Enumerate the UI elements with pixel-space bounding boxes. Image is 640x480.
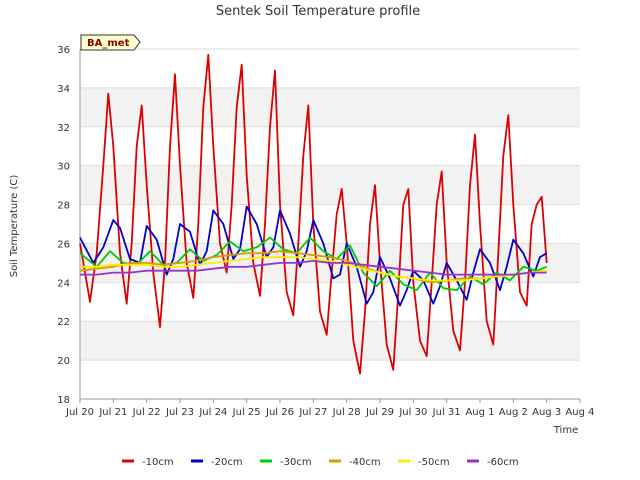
x-tick-label: Jul 24 — [198, 407, 227, 418]
y-tick-label: 22 — [57, 317, 70, 328]
x-tick-label: Jul 27 — [298, 407, 327, 418]
y-tick-label: 32 — [57, 123, 70, 134]
y-tick-label: 30 — [57, 162, 70, 173]
series-line-minus-40cm — [79, 250, 547, 284]
x-tick-label: Jul 21 — [98, 407, 127, 418]
x-tick-label: Aug 1 — [465, 407, 494, 418]
series-lines — [79, 53, 548, 375]
x-tick-labels: Jul 20 Jul 21 Jul 22 Jul 23 Jul 24 Jul 25 Jul … — [65, 399, 595, 418]
y-tick-label: 28 — [57, 201, 70, 212]
legend-label: -60cm — [487, 457, 519, 468]
y-tick-labels: 18 20 22 24 26 28 30 32 34 36 — [57, 45, 70, 406]
y-tick-label: 20 — [57, 356, 70, 367]
legend-label: -30cm — [280, 457, 312, 468]
plot-band — [80, 360, 580, 399]
x-tick-label: Jul 23 — [165, 407, 194, 418]
legend-label: -10cm — [142, 457, 174, 468]
plot-band — [80, 49, 580, 88]
y-tick-label: 36 — [57, 45, 70, 56]
legend-label: -40cm — [349, 457, 381, 468]
x-tick-label: Aug 2 — [499, 407, 528, 418]
station-badge-label: BA_met — [87, 38, 130, 49]
x-tick-label: Jul 26 — [265, 407, 294, 418]
x-tick-label: Jul 20 — [65, 407, 94, 418]
x-tick-label: Jul 31 — [432, 407, 461, 418]
y-tick-label: 26 — [57, 239, 70, 250]
plot-band — [80, 87, 580, 127]
x-tick-label: Jul 22 — [132, 407, 161, 418]
x-axis-label: Time — [553, 425, 578, 436]
legend-label: -20cm — [211, 457, 243, 468]
y-tick-label: 24 — [57, 278, 70, 289]
x-tick-label: Jul 30 — [398, 407, 427, 418]
plot-band — [80, 204, 580, 244]
legend-label: -50cm — [418, 457, 450, 468]
x-tick-label: Jul 28 — [332, 407, 361, 418]
x-tick-label: Jul 25 — [232, 407, 261, 418]
axes — [79, 49, 580, 400]
plot-band — [80, 321, 580, 361]
station-badge: BA_met — [80, 34, 141, 51]
x-tick-label: Jul 29 — [365, 407, 394, 418]
y-tick-label: 34 — [57, 84, 70, 95]
chart-title: Sentek Soil Temperature profile — [216, 4, 420, 19]
x-tick-label: Aug 3 — [532, 407, 561, 418]
plot-background-bands — [80, 49, 580, 399]
legend: -10cm -20cm -30cm -40cm -50cm -60cm — [122, 457, 519, 468]
x-tick-label: Aug 4 — [565, 407, 594, 418]
y-tick-label: 18 — [57, 395, 70, 406]
plot-band — [80, 126, 580, 166]
y-axis-label: Soil Temperature (C) — [9, 175, 20, 278]
plot-band — [80, 165, 580, 205]
series-line-minus-60cm — [80, 260, 547, 276]
series-line-minus-50cm — [80, 256, 547, 282]
